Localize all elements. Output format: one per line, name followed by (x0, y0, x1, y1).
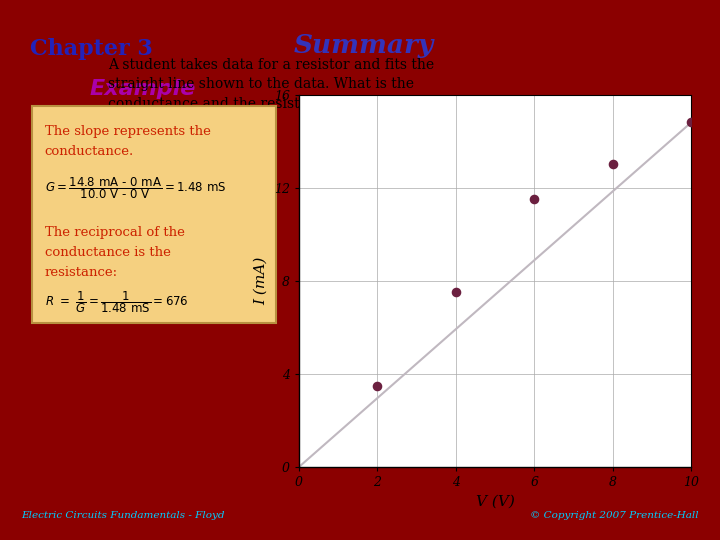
Text: © Copyright 2007 Prentice-Hall: © Copyright 2007 Prentice-Hall (530, 511, 698, 520)
Text: A student takes data for a resistor and fits the
straight line shown to the data: A student takes data for a resistor and … (108, 58, 444, 111)
Text: conductance.: conductance. (45, 145, 134, 158)
Point (685, 118, 697, 127)
FancyBboxPatch shape (32, 106, 276, 322)
Text: The slope represents the: The slope represents the (45, 125, 211, 138)
Text: Electric Circuits Fundamentals - Floyd: Electric Circuits Fundamentals - Floyd (22, 511, 225, 520)
Point (528, 195, 540, 204)
Y-axis label: I (mA): I (mA) (254, 256, 269, 305)
Text: Chapter 3: Chapter 3 (30, 38, 153, 59)
Text: $G = \dfrac{14.8\ \mathrm{mA}\ \text{-}\ 0\ \mathrm{mA}}{10.0\ \mathrm{V}\ \text: $G = \dfrac{14.8\ \mathrm{mA}\ \text{-}\… (45, 175, 226, 201)
Text: Example: Example (89, 79, 196, 99)
Text: The reciprocal of the: The reciprocal of the (45, 226, 184, 239)
X-axis label: V (V): V (V) (476, 495, 514, 509)
Text: $R \ = \ \dfrac{1}{G} = \dfrac{1}{1.48\ \mathrm{mS}} = 676$: $R \ = \ \dfrac{1}{G} = \dfrac{1}{1.48\ … (45, 289, 189, 315)
Point (372, 381, 383, 390)
Point (607, 160, 618, 168)
Text: Summary: Summary (294, 33, 433, 58)
Point (450, 288, 462, 297)
Text: resistance:: resistance: (45, 266, 118, 279)
Text: conductance is the: conductance is the (45, 246, 171, 259)
